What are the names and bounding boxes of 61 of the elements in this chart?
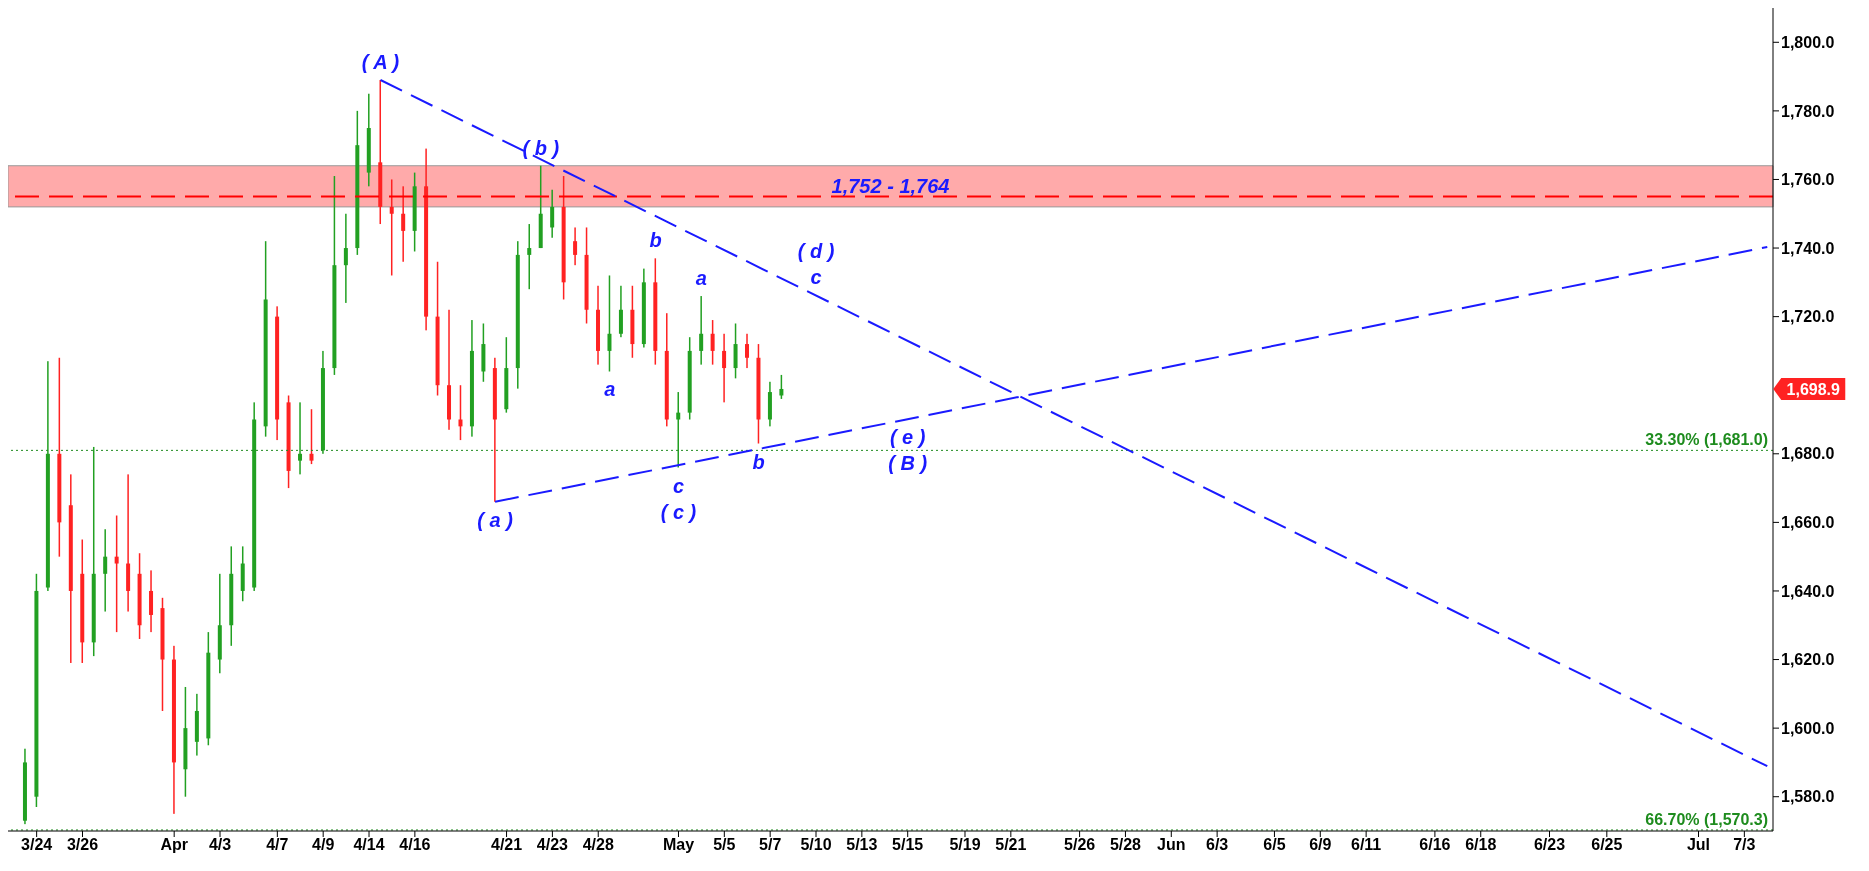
x-tick-label: 6/9 (1309, 836, 1332, 854)
y-tick-label: 1,660.0 (1781, 514, 1835, 532)
x-tick-label: 3/26 (66, 836, 99, 854)
annotation: b (752, 450, 765, 473)
x-tick-label: 5/28 (1109, 836, 1142, 854)
x-tick-label: 4/28 (582, 836, 614, 854)
x-tick-label: 5/15 (892, 836, 924, 854)
x-tick-label: 5/21 (995, 836, 1027, 854)
band-label: 1,752 - 1,764 (831, 175, 950, 198)
annotation: ( e ) (889, 426, 926, 449)
x-tick-label: 4/16 (399, 836, 431, 854)
x-tick-label: 4/9 (312, 836, 335, 854)
annotation: a (604, 378, 616, 401)
x-tick-label: 6/25 (1591, 836, 1623, 854)
ref-line-label: 33.30% (1,681.0) (1645, 431, 1768, 449)
x-tick-label: Apr (160, 836, 188, 854)
x-tick-label: 3/24 (21, 836, 53, 854)
x-tick-label: 4/21 (490, 836, 523, 854)
x-tick-label: 6/3 (1206, 836, 1229, 854)
text: 1,698.9 (1786, 380, 1841, 398)
x-tick-label: Jul (1686, 836, 1711, 854)
y-tick-label: 1,720.0 (1781, 308, 1835, 326)
x-tick-label: May (662, 836, 695, 854)
x-tick-label: 6/16 (1419, 836, 1451, 854)
y-tick-label: 1,620.0 (1781, 651, 1835, 669)
annotation: b (649, 229, 662, 252)
annotation: ( c ) (660, 500, 697, 523)
x-tick-label: 5/26 (1064, 836, 1096, 854)
y-tick-label: 1,680.0 (1781, 445, 1835, 463)
annotation: ( A ) (361, 51, 400, 74)
x-tick-label: 4/7 (266, 836, 289, 854)
x-tick-label: 6/23 (1533, 836, 1566, 854)
annotation: a (695, 267, 707, 290)
y-tick-label: 1,740.0 (1781, 239, 1835, 257)
y-tick-label: 1,780.0 (1781, 102, 1835, 120)
x-tick-label: 5/7 (759, 836, 782, 854)
x-tick-label: 5/13 (846, 836, 878, 854)
x-tick-label: Jun (1157, 836, 1186, 854)
annotation: ( a ) (477, 508, 514, 531)
x-tick-label: 5/10 (800, 836, 832, 854)
x-tick-label: 5/19 (949, 836, 981, 854)
x-tick-label: 4/23 (536, 836, 569, 854)
annotation: ( d ) (797, 240, 835, 263)
annotation: c (672, 474, 685, 497)
x-tick-label: 4/14 (353, 836, 385, 854)
candlestick (676, 392, 681, 468)
x-tick-label: 6/5 (1263, 836, 1286, 854)
x-tick-label: 4/3 (208, 836, 232, 854)
annotation: ( B ) (888, 452, 928, 475)
x-tick-label: 6/11 (1351, 836, 1382, 854)
y-tick-label: 1,600.0 (1781, 719, 1835, 737)
y-tick-label: 1,640.0 (1781, 582, 1835, 600)
x-tick-label: 7/3 (1733, 836, 1756, 854)
ref-line-label: 66.70% (1,570.3) (1645, 810, 1768, 828)
annotation: c (810, 266, 822, 289)
annotation: ( b ) (522, 136, 560, 159)
x-tick-label: 5/5 (713, 836, 736, 854)
x-tick-label: 6/18 (1465, 836, 1497, 854)
y-tick-label: 1,580.0 (1781, 788, 1835, 806)
y-tick-label: 1,760.0 (1781, 171, 1835, 189)
y-tick-label: 1,800.0 (1781, 33, 1835, 51)
